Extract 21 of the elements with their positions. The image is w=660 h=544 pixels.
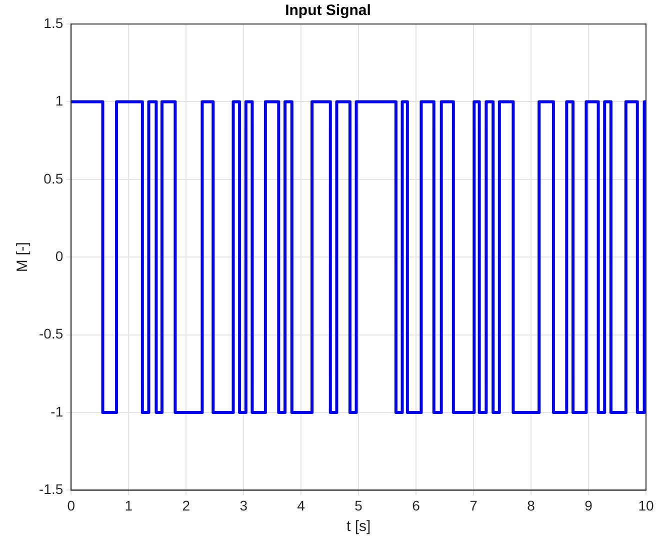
x-tick-label: 9	[584, 497, 593, 514]
x-axis-title: t [s]	[346, 518, 371, 536]
y-tick-label: -1	[50, 403, 64, 420]
x-tick-label: 1	[124, 497, 133, 514]
x-tick-label: 7	[470, 497, 478, 514]
x-tick-label: 0	[67, 497, 76, 514]
y-tick-label: 0.5	[44, 170, 64, 186]
y-tick-label: 0	[55, 248, 64, 264]
y-tick-label: -1.5	[39, 481, 64, 498]
x-tick-label: 3	[240, 497, 248, 514]
y-tick-label: 1	[55, 92, 64, 109]
y-tick-label: 1.5	[44, 14, 64, 31]
x-tick-label: 8	[527, 497, 536, 514]
x-tick-label: 10	[638, 497, 654, 514]
y-tick-label: -0.5	[39, 326, 64, 342]
x-tick-label: 4	[297, 497, 306, 514]
x-tick-label: 6	[412, 497, 420, 514]
chart-title: Input Signal	[285, 2, 371, 20]
x-tick-label: 2	[182, 497, 190, 514]
x-tick-label: 5	[354, 497, 363, 514]
y-axis-title: M [-]	[14, 242, 32, 272]
